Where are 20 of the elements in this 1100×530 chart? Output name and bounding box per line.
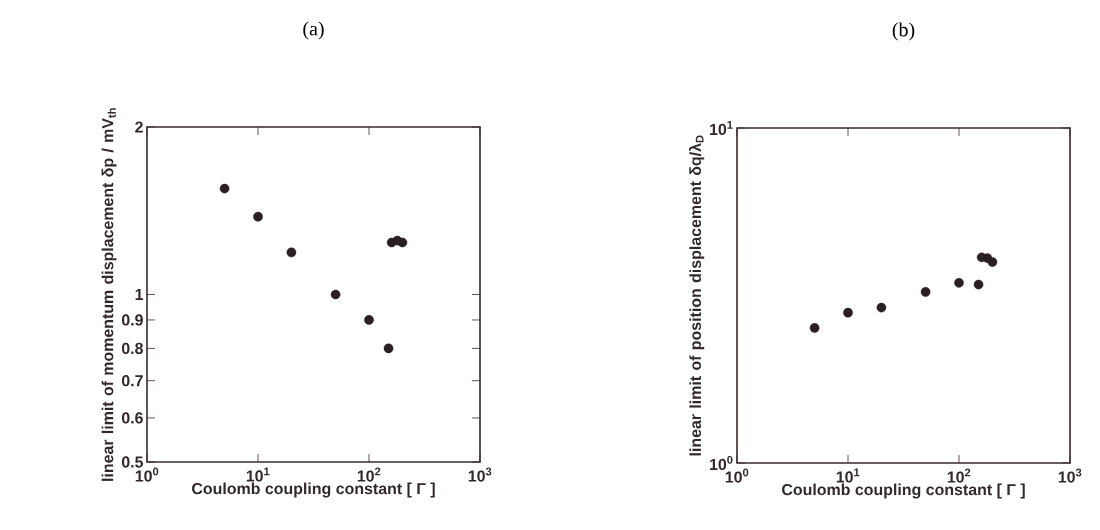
x-tick-label: 10$^{3}$ [468,467,492,482]
x-axis-title: Coulomb coupling constant [ Γ ] [192,482,435,498]
y-tick-label: 0.7 [121,375,143,387]
y-tick-label: 1 [135,289,144,300]
y-tick-label: 2 [135,121,143,133]
y-tick-label: 0.6 [121,412,143,424]
x-tick-label: 10$^{2}$ [947,468,971,483]
chart-title: (a) [303,21,324,40]
x-tick-label: 10$^{2}$ [357,467,381,482]
x-tick-label: 10$^{0}$ [725,468,749,483]
y-axis-title: linear limit of position displacement δq/λ$_{D}$ [688,135,705,456]
y-axis-title: linear limit of momentum displacement δp / mV$_{th}$ [101,108,117,481]
y-tick-label: 0.9 [121,314,143,326]
x-tick-label: 10$^{1}$ [246,467,270,482]
y-tick-label: 0.5 [121,456,144,468]
y-tick-label: 0.8 [121,342,143,355]
x-tick-label: 10$^{3}$ [1058,468,1082,483]
x-axis-title: Coulomb coupling constant [ Γ ] [782,483,1025,499]
x-tick-label: 10$^{1}$ [836,468,860,483]
chart-title: (b) [892,22,915,41]
